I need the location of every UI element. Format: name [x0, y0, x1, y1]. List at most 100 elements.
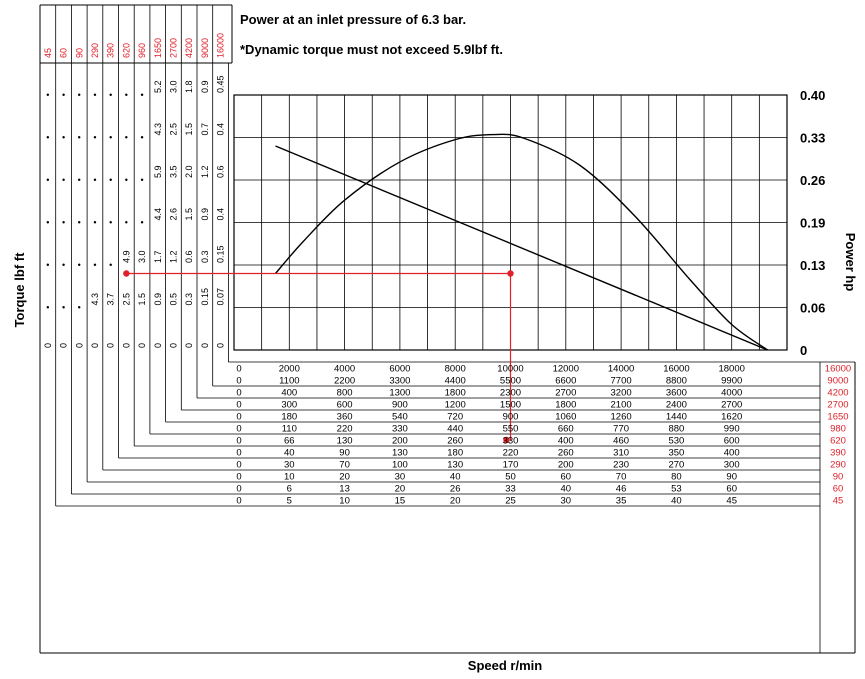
speed-value: 1060 [555, 412, 576, 423]
torque-value: 0.45 [216, 75, 226, 93]
torque-value: 5.2 [153, 80, 163, 93]
speed-value: 8800 [666, 376, 687, 387]
torque-line [275, 145, 768, 351]
speed-value: 16000 [663, 364, 689, 375]
example-dot-speed [503, 436, 510, 444]
torque-value: • [93, 175, 96, 185]
speed-row-ratio: 980 [830, 424, 846, 435]
speed-value: 2700 [555, 388, 576, 399]
torque-value: 0.6 [184, 250, 194, 263]
torque-value: 3.5 [168, 165, 178, 178]
torque-value: • [109, 133, 112, 143]
speed-value: 660 [558, 424, 574, 435]
speed-value: 350 [668, 448, 684, 459]
torque-value: 4.4 [153, 208, 163, 221]
torque-value: • [93, 260, 96, 270]
speed-value: 400 [724, 448, 740, 459]
power-tick-label: 0.40 [800, 88, 825, 103]
speed-row-ratio: 9000 [827, 376, 848, 387]
gear-ratio-header: 90 [74, 48, 84, 58]
speed-value: 330 [503, 436, 519, 447]
torque-value: 0 [121, 343, 131, 348]
plot-grid [234, 95, 787, 350]
speed-value: 600 [724, 436, 740, 447]
speed-value: 550 [503, 424, 519, 435]
torque-value: 0 [184, 343, 194, 348]
speed-value: 40 [671, 496, 682, 507]
gear-ratio-header: 2700 [168, 38, 178, 58]
speed-value: 30 [395, 472, 406, 483]
speed-value: 460 [613, 436, 629, 447]
speed-value: 0 [236, 460, 241, 471]
speed-value: 400 [281, 388, 297, 399]
speed-row-ratio: 16000 [825, 364, 851, 375]
speed-value: 0 [236, 472, 241, 483]
speed-value: 10 [284, 472, 295, 483]
speed-value: 0 [236, 400, 241, 411]
torque-value: 0.4 [216, 123, 226, 136]
speed-value: 300 [724, 460, 740, 471]
speed-value: 180 [447, 448, 463, 459]
speed-row-ratio: 390 [830, 448, 846, 459]
speed-value: 26 [450, 484, 461, 495]
torque-value: 1.2 [168, 250, 178, 263]
torque-value: 0 [200, 343, 210, 348]
speed-value: 530 [668, 436, 684, 447]
speed-value: 310 [613, 448, 629, 459]
gear-ratio-header: 4200 [184, 38, 194, 58]
speed-value: 260 [558, 448, 574, 459]
speed-value: 8000 [445, 364, 466, 375]
torque-value: 2.6 [168, 208, 178, 221]
speed-value: 4000 [334, 364, 355, 375]
gear-ratio-header: 45 [43, 48, 53, 58]
speed-value: 40 [284, 448, 295, 459]
curves [123, 133, 769, 444]
speed-value: 2400 [666, 400, 687, 411]
gear-ratio-header: 390 [106, 43, 116, 58]
speed-value: 12000 [553, 364, 579, 375]
speed-value: 3300 [389, 376, 410, 387]
chart-frame [39, 4, 856, 654]
speed-value: 20 [395, 484, 406, 495]
torque-value: 3.0 [137, 250, 147, 263]
speed-value: 220 [337, 424, 353, 435]
power-curve [274, 133, 769, 351]
speed-value: 880 [668, 424, 684, 435]
torque-value: • [109, 90, 112, 100]
speed-value: 0 [236, 448, 241, 459]
speed-value: 180 [281, 412, 297, 423]
speed-value: 600 [337, 400, 353, 411]
speed-value: 70 [339, 460, 350, 471]
torque-value: • [62, 303, 65, 313]
torque-value: 0 [90, 343, 100, 348]
speed-value: 0 [236, 484, 241, 495]
torque-value: • [140, 175, 143, 185]
speed-value: 0 [236, 388, 241, 399]
torque-value: • [46, 260, 49, 270]
torque-value: • [140, 90, 143, 100]
x-axis-label: Speed r/min [468, 658, 542, 673]
torque-value: • [62, 175, 65, 185]
torque-value: • [46, 303, 49, 313]
speed-value: 540 [392, 412, 408, 423]
speed-row-ratio: 1650 [827, 412, 848, 423]
torque-value: 0 [74, 343, 84, 348]
torque-value: • [78, 133, 81, 143]
torque-value: 2.5 [121, 293, 131, 306]
speed-value: 5 [287, 496, 292, 507]
speed-value: 2300 [500, 388, 521, 399]
torque-value: • [93, 133, 96, 143]
gear-ratio-header: 290 [90, 43, 100, 58]
torque-value: 0.3 [184, 293, 194, 306]
speed-value: 170 [503, 460, 519, 471]
speed-value: 100 [392, 460, 408, 471]
power-tick-label: 0.13 [800, 258, 825, 273]
speed-value: 900 [392, 400, 408, 411]
speed-value: 300 [281, 400, 297, 411]
speed-value: 200 [558, 460, 574, 471]
speed-value: 5500 [500, 376, 521, 387]
torque-value: • [46, 218, 49, 228]
torque-value: 1.8 [184, 80, 194, 93]
torque-value: 1.5 [184, 208, 194, 221]
chart-subtitle: *Dynamic torque must not exceed 5.9lbf f… [240, 42, 503, 57]
